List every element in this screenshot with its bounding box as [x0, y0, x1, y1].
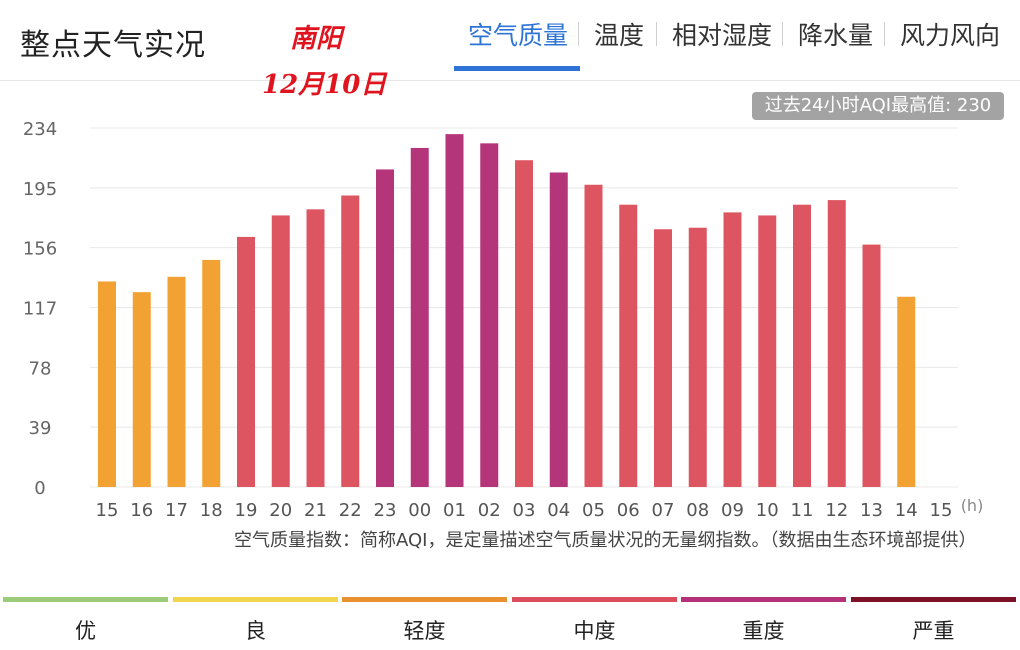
legend-item-good: 良 [173, 597, 338, 650]
tab-temperature[interactable]: 温度 [594, 21, 645, 50]
x-tick-label: 06 [617, 500, 640, 520]
aqi-bar [376, 169, 394, 487]
page-title: 整点天气实况 [20, 28, 206, 63]
aqi-bar [758, 215, 777, 487]
active-tab-indicator [454, 66, 580, 71]
aqi-bar [410, 147, 429, 487]
aqi-bar [827, 200, 846, 487]
aqi-footnote: 空气质量指数：简称AQI，是定量描述空气质量状况的无量纲指数。（数据由生态环境部… [234, 530, 977, 551]
tab-divider [884, 22, 885, 46]
x-axis-unit-label: (h) [961, 496, 984, 515]
x-tick-label: 17 [165, 500, 188, 520]
x-tick-label: 20 [269, 500, 292, 520]
aqi-bar [306, 209, 325, 488]
y-tick-label: 234 [23, 119, 57, 140]
aqi-bar [793, 204, 811, 487]
y-tick-label: 78 [29, 358, 52, 379]
x-tick-label: 12 [825, 500, 848, 520]
legend-color-bar [3, 597, 168, 602]
aqi-bar [897, 296, 916, 487]
legend-label: 中度 [573, 619, 616, 643]
y-tick-label: 0 [34, 478, 45, 499]
x-tick-label: 23 [374, 500, 397, 520]
aqi-bar [132, 292, 151, 487]
tab-air-quality[interactable]: 空气质量 [468, 21, 569, 50]
x-tick-label: 16 [130, 500, 153, 520]
header: 整点天气实况 南阳 12月10日 空气质量 温度 相对湿度 降水量 风力风向 [0, 0, 1020, 100]
x-tick-label: 08 [686, 500, 709, 520]
x-tick-label: 15 [930, 500, 953, 520]
aqi-bar-chart: 0 39 78 117 156 195 234 15 16 17 18 19 20 21 22 23 00 01 0… [23, 119, 984, 520]
y-tick-label: 195 [23, 179, 57, 200]
x-tick-label: 14 [895, 500, 918, 520]
aqi-bar [862, 244, 881, 487]
legend-label: 轻度 [403, 619, 446, 643]
x-tick-label: 13 [860, 500, 883, 520]
legend-label: 严重 [912, 619, 955, 643]
legend-color-bar [851, 597, 1016, 602]
legend-label: 重度 [742, 619, 785, 643]
aqi-bar [654, 229, 672, 487]
aqi-bar [723, 212, 742, 487]
x-tick-label: 01 [443, 500, 466, 520]
legend-item-severe: 严重 [851, 597, 1016, 650]
x-tick-label: 00 [408, 500, 431, 520]
tab-divider [782, 22, 783, 46]
x-tick-label: 03 [513, 500, 536, 520]
y-tick-label: 156 [23, 239, 57, 260]
x-tick-label: 11 [791, 500, 814, 520]
legend-item-light: 轻度 [342, 597, 507, 650]
x-tick-label: 22 [339, 500, 362, 520]
legend-label: 优 [75, 619, 96, 643]
x-tick-label: 05 [582, 500, 605, 520]
aqi-bar [688, 227, 707, 487]
tab-divider [578, 22, 579, 46]
x-tick-label: 02 [478, 500, 501, 520]
x-tick-label: 09 [721, 500, 744, 520]
tab-precipitation[interactable]: 降水量 [798, 21, 874, 50]
aqi-bar [202, 259, 221, 487]
date-stamp: 12月10日 [262, 70, 387, 100]
aqi-bar [480, 143, 499, 487]
y-tick-label: 117 [23, 299, 57, 320]
tab-wind[interactable]: 风力风向 [900, 21, 1001, 50]
x-tick-label: 04 [547, 500, 570, 520]
legend-color-bar [342, 597, 507, 602]
tab-humidity[interactable]: 相对湿度 [672, 21, 773, 50]
legend-item-excellent: 优 [3, 597, 168, 650]
x-tick-label: 10 [756, 500, 779, 520]
aqi-bar [515, 160, 533, 487]
legend-item-heavy: 重度 [681, 597, 846, 650]
x-tick-label: 18 [200, 500, 223, 520]
y-tick-label: 39 [29, 418, 52, 439]
x-tick-label: 15 [96, 500, 119, 520]
legend-color-bar [173, 597, 338, 602]
city-stamp: 南阳 [290, 24, 343, 54]
aqi-bar [445, 134, 464, 487]
aqi-bar [584, 184, 603, 487]
aqi-bar [341, 195, 360, 487]
legend-item-moderate: 中度 [512, 597, 677, 650]
x-tick-label: 07 [652, 500, 675, 520]
aqi-bar [167, 276, 186, 487]
tab-bar: 空气质量 温度 相对湿度 降水量 风力风向 [450, 0, 1020, 80]
aqi-bar [237, 236, 255, 487]
aqi-bar [549, 172, 568, 487]
aqi-bar [271, 215, 290, 487]
legend-color-bar [512, 597, 677, 602]
legend-label: 良 [245, 619, 266, 643]
aqi-bar [98, 281, 116, 487]
max-aqi-badge: 过去24小时AQI最高值: 230 [752, 92, 1004, 120]
tab-divider [656, 22, 657, 46]
legend-color-bar [681, 597, 846, 602]
aqi-bar [619, 204, 638, 487]
x-tick-label: 21 [304, 500, 327, 520]
x-tick-label: 19 [235, 500, 258, 520]
